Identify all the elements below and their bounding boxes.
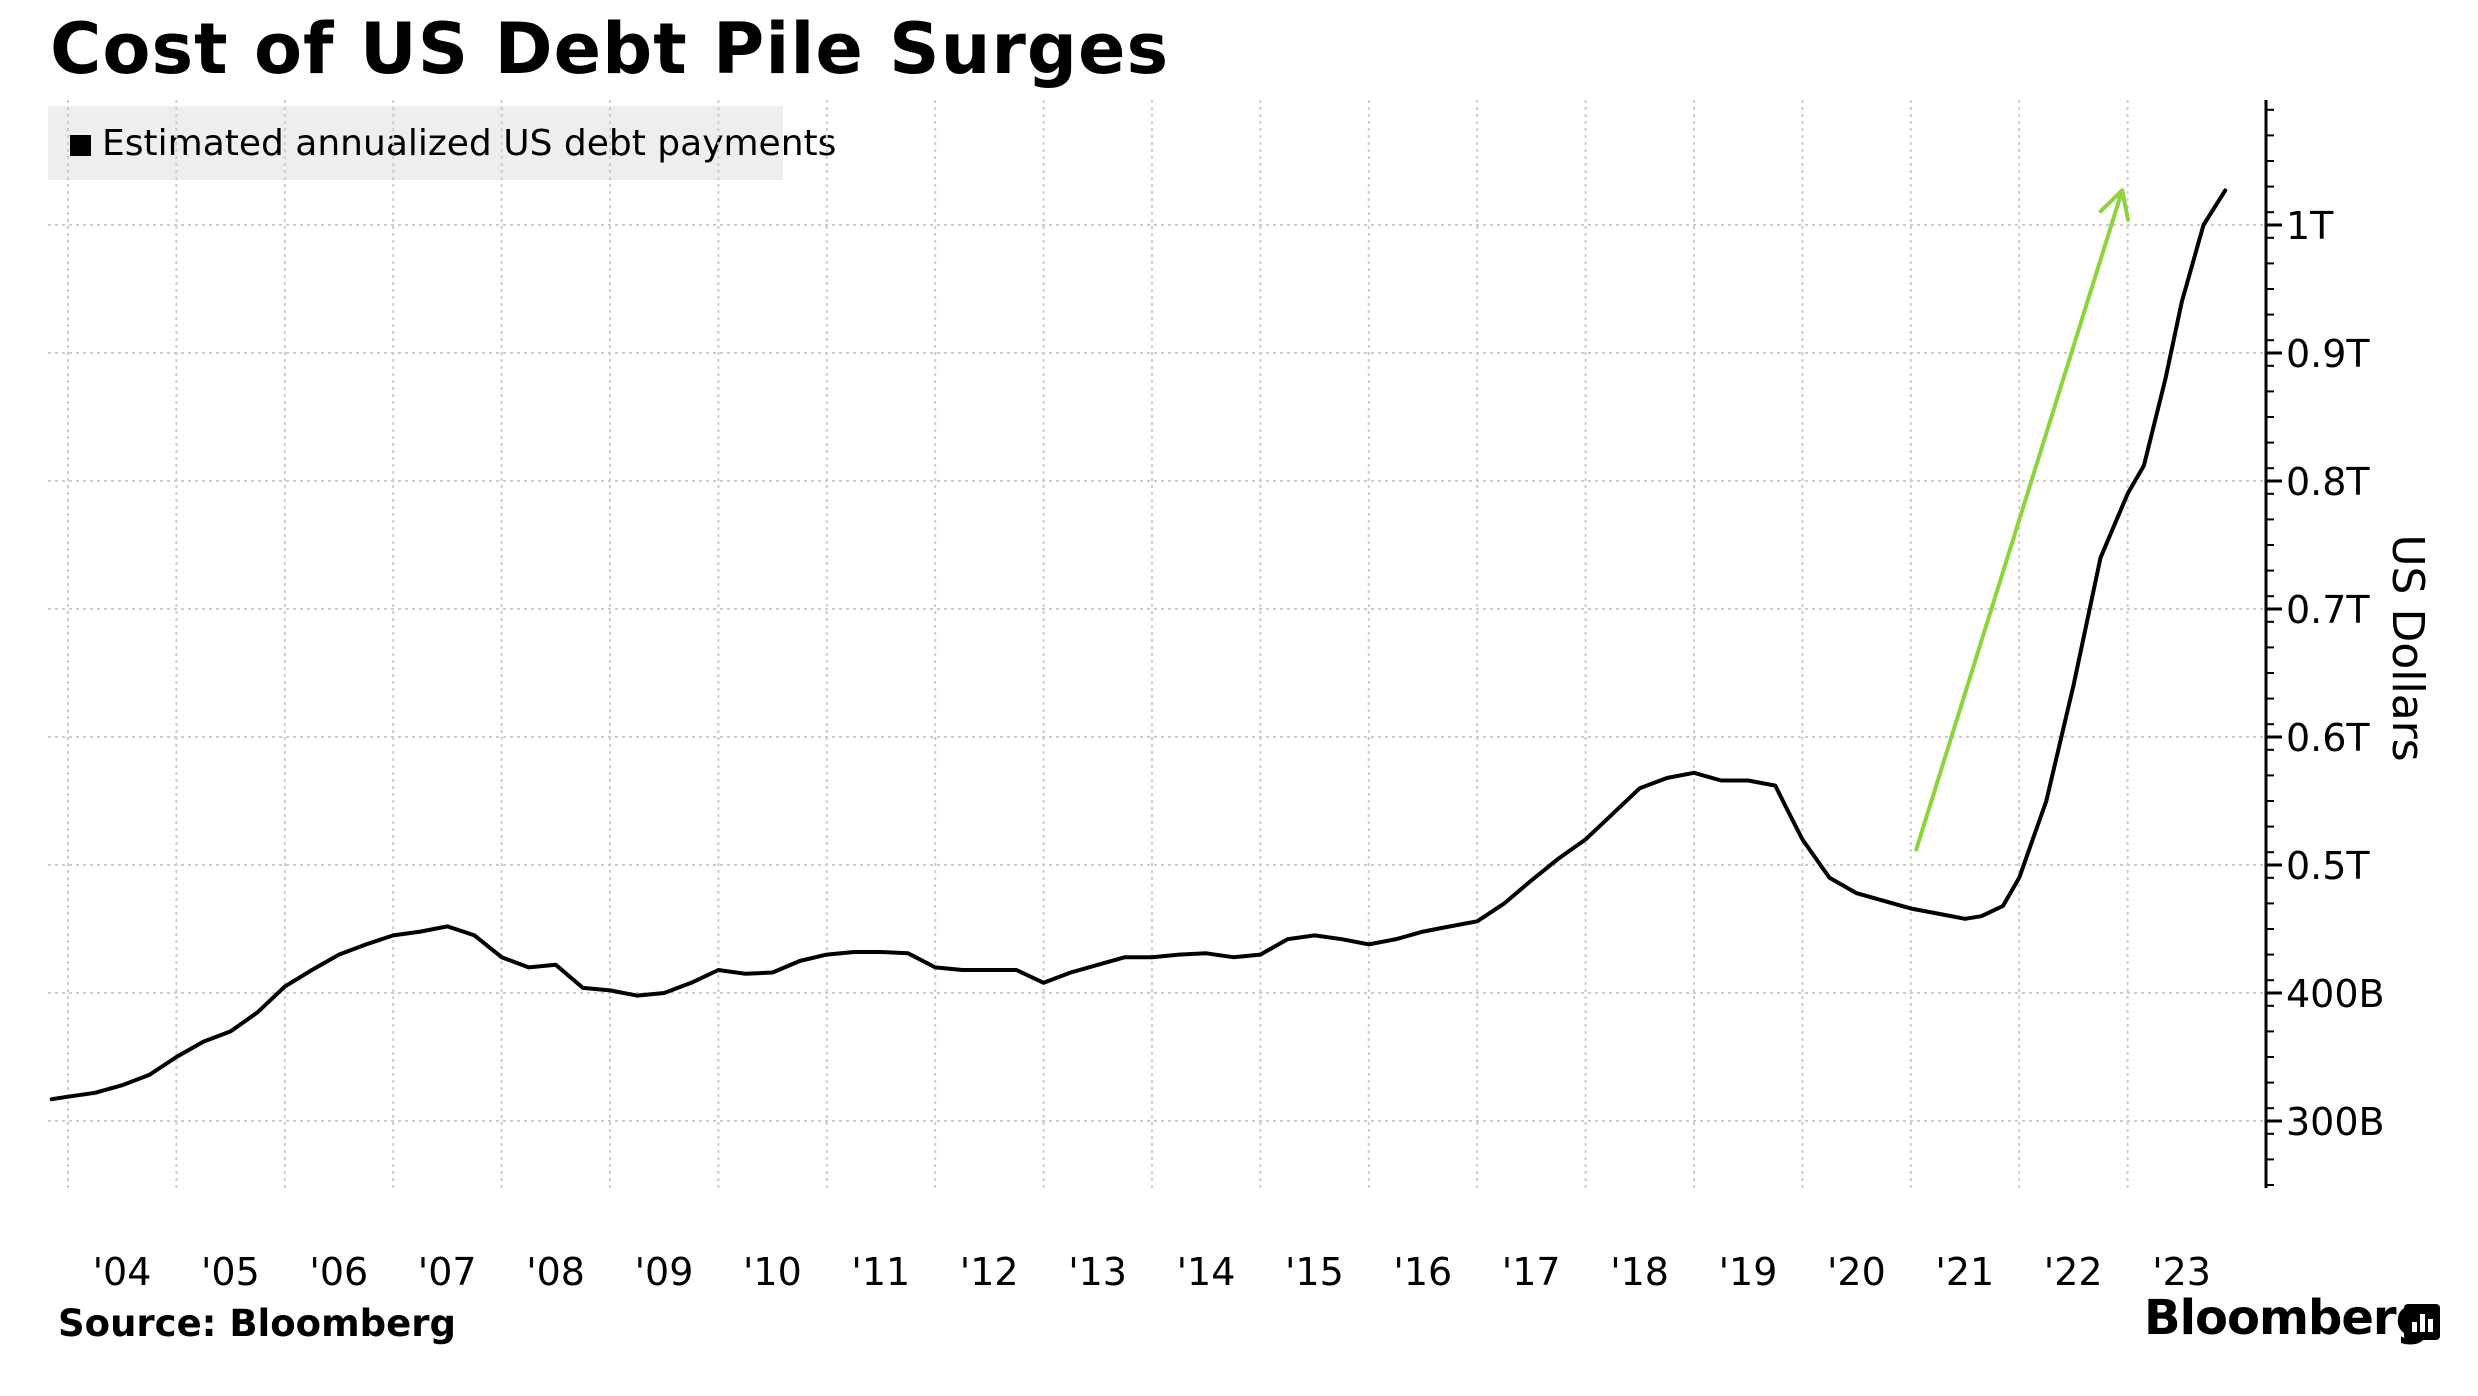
legend: Estimated annualized US debt payments [48,106,836,180]
x-tick-label: '18 [1610,1250,1669,1294]
x-tick-label: '19 [1719,1250,1778,1294]
y-tick-label: 400B [2286,972,2385,1016]
brand-logo: Bloomberg [2144,1290,2430,1346]
x-tick-label: '21 [1935,1250,1994,1294]
x-tick-label: '20 [1827,1250,1886,1294]
y-tick-label: 0.5T [2286,844,2370,888]
y-tick-label: 1T [2286,204,2334,248]
y-tick-label: 0.6T [2286,716,2370,760]
x-tick-label: '12 [960,1250,1019,1294]
x-tick-label: '06 [309,1250,368,1294]
x-tick-label: '15 [1285,1250,1344,1294]
x-tick-label: '04 [93,1250,152,1294]
series-line-debt-payments [49,188,2228,1102]
x-tick-label: '08 [526,1250,585,1294]
bloomberg-terminal-icon [2404,1304,2440,1340]
x-tick-label: '22 [2044,1250,2103,1294]
x-tick-label: '05 [201,1250,260,1294]
x-tick-label: '09 [635,1250,694,1294]
x-tick-label: '17 [1502,1250,1561,1294]
x-tick-label: '13 [1068,1250,1127,1294]
x-tick-label: '14 [1177,1250,1236,1294]
y-tick-label: 0.9T [2286,332,2370,376]
annotation-arrow-head [2098,188,2131,222]
x-tick-label: '10 [743,1250,802,1294]
y-tick-label: 0.8T [2286,460,2370,504]
x-tick-label: '23 [2152,1250,2211,1294]
x-tick-label: '16 [1393,1250,1452,1294]
legend-label: Estimated annualized US debt payments [102,123,837,164]
source-note: Source: Bloomberg [58,1302,456,1345]
legend-swatch [70,135,91,156]
x-tick-label: '11 [851,1250,910,1294]
y-tick-label: 0.7T [2286,588,2370,632]
annotation-arrow-shaft [1914,188,2125,852]
x-tick-label: '07 [418,1250,477,1294]
chart-title: Cost of US Debt Pile Surges [50,8,1170,90]
y-axis-title: US Dollars [2382,534,2433,761]
y-tick-label: 300B [2286,1100,2385,1144]
